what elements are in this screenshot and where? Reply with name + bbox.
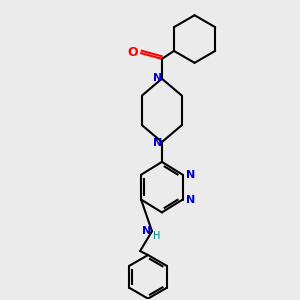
Text: O: O — [128, 46, 139, 59]
Text: N: N — [186, 170, 195, 180]
Text: H: H — [153, 231, 161, 241]
Text: N: N — [153, 138, 163, 148]
Text: N: N — [153, 73, 163, 83]
Text: N: N — [186, 194, 195, 205]
Text: N: N — [142, 226, 152, 236]
